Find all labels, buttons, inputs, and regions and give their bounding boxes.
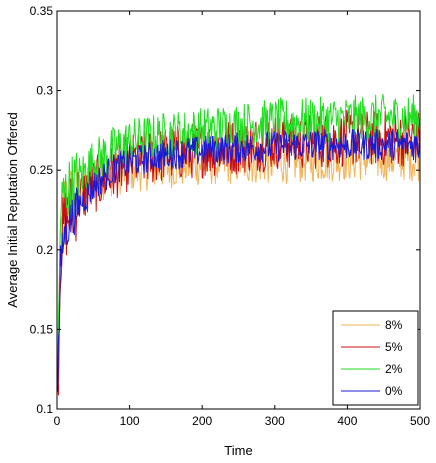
series-line-4 xyxy=(57,128,420,392)
series-line-3 xyxy=(57,94,420,386)
y-tick-label: 0.1 xyxy=(36,402,53,416)
x-axis-label: Time xyxy=(224,443,252,458)
x-tick-label: 100 xyxy=(120,414,140,428)
y-axis-label: Average Initial Reputation Offered xyxy=(5,112,20,307)
legend: 8% 5% 2% 0% xyxy=(332,310,419,406)
legend-label: 0% xyxy=(385,384,403,398)
legend-box xyxy=(332,310,419,406)
ticks: 0 100 200 300 400 500 0.1 0.15 0.2 0.25 0.3 0.35 xyxy=(30,4,431,428)
y-tick-label: 0.35 xyxy=(30,4,54,18)
x-tick-label: 400 xyxy=(337,414,357,428)
plot-area xyxy=(57,94,420,396)
x-tick-label: 0 xyxy=(54,414,61,428)
legend-label: 2% xyxy=(385,362,403,376)
y-tick-label: 0.25 xyxy=(30,163,54,177)
x-tick-label: 500 xyxy=(410,414,430,428)
x-tick-label: 300 xyxy=(265,414,285,428)
legend-label: 5% xyxy=(385,340,403,354)
axes-box xyxy=(56,10,421,410)
y-tick-label: 0.15 xyxy=(30,322,54,336)
legend-label: 8% xyxy=(385,318,403,332)
y-tick-label: 0.2 xyxy=(36,243,53,257)
y-tick-label: 0.3 xyxy=(36,84,53,98)
x-tick-label: 200 xyxy=(192,414,212,428)
